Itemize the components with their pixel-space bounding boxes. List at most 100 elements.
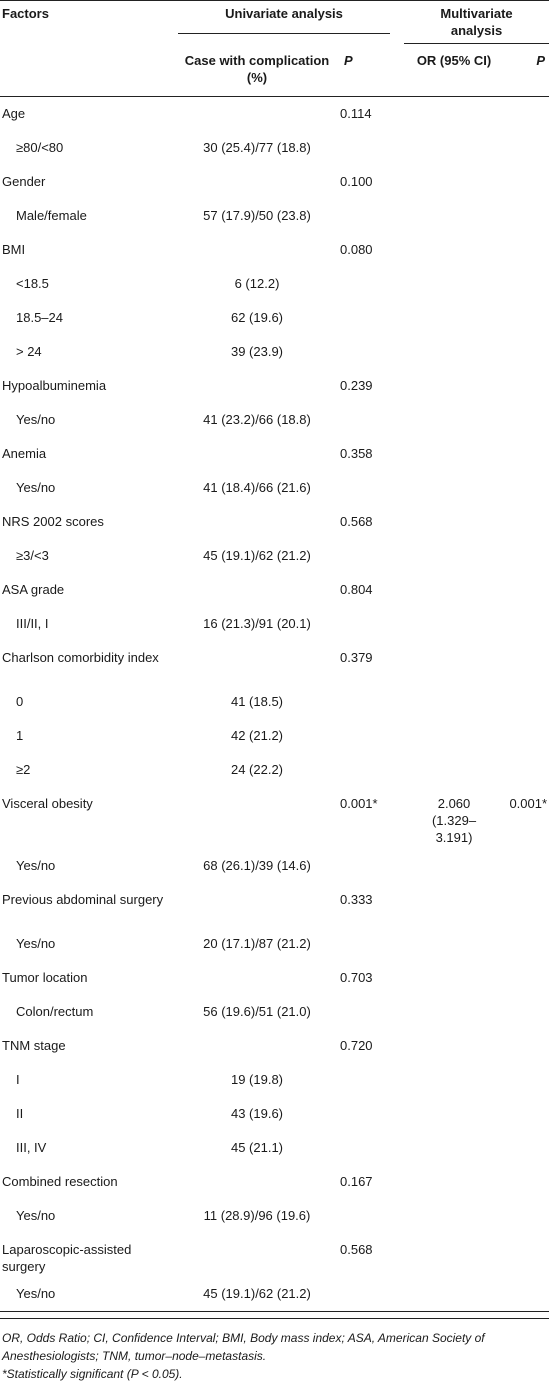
row-or: [404, 437, 504, 445]
row-p2: [504, 641, 549, 649]
row-factor: TNM stage: [2, 1038, 66, 1053]
row-factor: Anemia: [2, 446, 47, 461]
table-row: Yes/no 68 (26.1)/39 (14.6): [0, 849, 549, 883]
row-p2: [504, 165, 549, 173]
row-case: [178, 641, 336, 649]
row-factor: Charlson comorbidity index: [2, 650, 159, 665]
row-case: 41 (23.2)/66 (18.8): [203, 412, 311, 427]
row-or: [404, 961, 504, 969]
row-case: [178, 1233, 336, 1241]
table-row: Charlson comorbidity index 0.379: [0, 641, 549, 685]
row-p: 0.239: [340, 378, 373, 393]
table-row: Age 0.114: [0, 97, 549, 132]
row-case: [178, 437, 336, 445]
row-or: [404, 607, 504, 615]
table-row: Combined resection 0.167: [0, 1165, 549, 1199]
row-p: 0.358: [340, 446, 373, 461]
row-p: 0.720: [340, 1038, 373, 1053]
row-factor: Yes/no: [16, 1208, 56, 1223]
header-multivariate: Multivariate analysis: [404, 1, 549, 47]
row-p2: [504, 1277, 549, 1285]
row-or: [404, 1029, 504, 1037]
row-p: [336, 995, 396, 1003]
table-row: 18.5–24 62 (19.6): [0, 301, 549, 335]
row-p: [336, 1097, 396, 1105]
row-p: [336, 539, 396, 547]
table-body: Age 0.114 ≥80/<80 30 (25.4)/77 (18.8) Gender…: [0, 97, 549, 1312]
row-or: [404, 995, 504, 1003]
row-case: 19 (19.8): [230, 1072, 284, 1087]
row-p: 0.804: [340, 582, 373, 597]
row-case: 11 (28.9)/96 (19.6): [203, 1208, 311, 1223]
row-case: 6 (12.2): [234, 276, 280, 291]
footer-abbreviations: OR, Odds Ratio; CI, Confidence Interval;…: [2, 1331, 485, 1363]
table-row: 1 42 (21.2): [0, 719, 549, 753]
footer-significance: *Statistically significant (P < 0.05).: [2, 1367, 183, 1381]
row-p2: [504, 1029, 549, 1037]
row-p: [336, 335, 396, 343]
row-p2: [504, 1165, 549, 1173]
row-p2: [504, 719, 549, 727]
row-p: 0.568: [340, 514, 373, 529]
row-p2: [504, 1199, 549, 1207]
row-p: 0.080: [340, 242, 373, 257]
row-p2: [504, 539, 549, 547]
row-factor: 0: [16, 694, 24, 709]
row-or: [404, 471, 504, 479]
table-row: ≥3/<3 45 (19.1)/62 (21.2): [0, 539, 549, 573]
row-or: [404, 753, 504, 761]
table-footer: OR, Odds Ratio; CI, Confidence Interval;…: [0, 1318, 549, 1383]
row-p2: [504, 995, 549, 1003]
row-case: 43 (19.6): [230, 1106, 284, 1121]
row-p: [336, 1199, 396, 1207]
row-or: [404, 165, 504, 173]
row-case: 30 (25.4)/77 (18.8): [203, 140, 311, 155]
row-case: [178, 505, 336, 513]
row-or: [404, 927, 504, 935]
multivariate-label: Multivariate analysis: [404, 5, 549, 44]
table-row: Yes/no 41 (18.4)/66 (21.6): [0, 471, 549, 505]
header-factors: Factors: [2, 6, 49, 21]
row-factor: ASA grade: [2, 582, 65, 597]
row-case: [178, 1029, 336, 1037]
row-p2: [504, 1233, 549, 1241]
row-or: [404, 233, 504, 241]
row-p: 0.703: [340, 970, 373, 985]
row-case: [178, 961, 336, 969]
row-factor: III, IV: [16, 1140, 47, 1155]
row-case: 41 (18.4)/66 (21.6): [203, 480, 311, 495]
row-factor: Yes/no: [16, 858, 56, 873]
row-p: [336, 267, 396, 275]
row-or: [404, 301, 504, 309]
row-or: [404, 719, 504, 727]
row-factor: 18.5–24: [16, 310, 63, 325]
row-factor: Visceral obesity: [2, 796, 93, 811]
row-factor: I: [16, 1072, 20, 1087]
row-p2: [504, 1131, 549, 1139]
row-case: 45 (19.1)/62 (21.2): [203, 1286, 311, 1301]
row-p: [336, 199, 396, 207]
row-or: [404, 1277, 504, 1285]
row-or: [404, 1097, 504, 1105]
table-row: Yes/no 41 (23.2)/66 (18.8): [0, 403, 549, 437]
table-row: Previous abdominal surgery 0.333: [0, 883, 549, 927]
table-row: 0 41 (18.5): [0, 685, 549, 719]
row-factor: Tumor location: [2, 970, 88, 985]
table-row: II 43 (19.6): [0, 1097, 549, 1131]
row-p: [336, 1063, 396, 1071]
row-factor: Previous abdominal surgery: [2, 892, 164, 907]
row-or: [404, 883, 504, 891]
row-or: [404, 1233, 504, 1241]
row-p2: [504, 131, 549, 139]
row-case: [178, 165, 336, 173]
row-factor: Hypoalbuminemia: [2, 378, 107, 393]
row-p: [336, 719, 396, 727]
table-row: III/II, I 16 (21.3)/91 (20.1): [0, 607, 549, 641]
row-p2: 0.001*: [509, 796, 548, 811]
table-row: Tumor location 0.703: [0, 961, 549, 995]
table-row: ≥2 24 (22.2): [0, 753, 549, 787]
row-or: [404, 369, 504, 377]
row-p: 0.167: [340, 1174, 373, 1189]
row-factor: Yes/no: [16, 480, 56, 495]
row-p2: [504, 849, 549, 857]
